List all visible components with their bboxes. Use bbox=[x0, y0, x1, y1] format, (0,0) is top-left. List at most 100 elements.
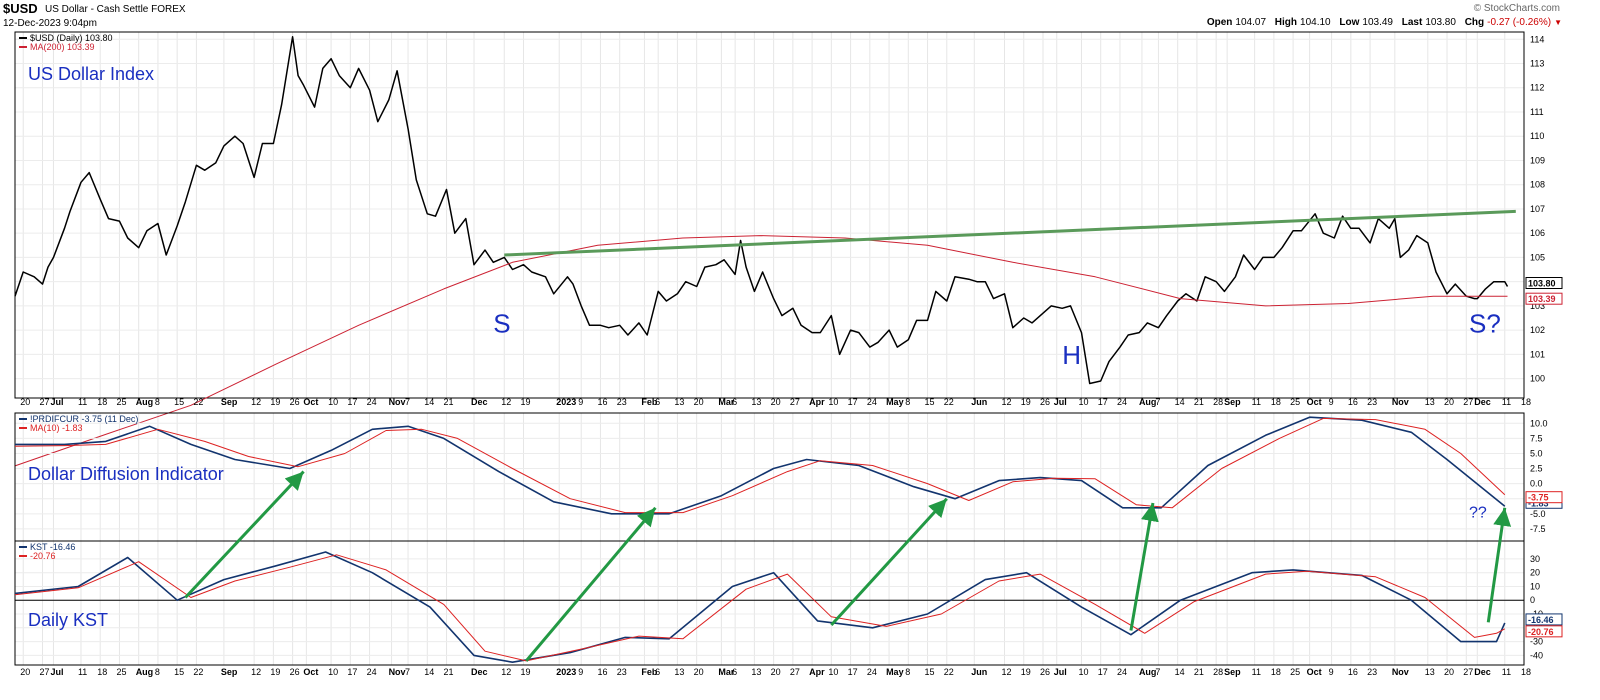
x-tick-label: 6 bbox=[732, 397, 737, 407]
chart-header: $USD US Dollar - Cash Settle FOREX 12-De… bbox=[0, 0, 1600, 32]
x-tick-label: 17 bbox=[1098, 397, 1108, 407]
x-tick-label: 24 bbox=[1117, 397, 1127, 407]
vertical-grid bbox=[22, 32, 1525, 665]
y-tick-label: 109 bbox=[1530, 155, 1545, 165]
x-tick-label: 12 bbox=[1002, 667, 1012, 677]
x-tick-label: 20 bbox=[1444, 667, 1454, 677]
x-tick-label: Feb bbox=[641, 397, 658, 407]
x-tick-label: 10 bbox=[1078, 667, 1088, 677]
x-tick-label: Dec bbox=[471, 667, 488, 677]
x-tick-label: 16 bbox=[1348, 397, 1358, 407]
last-value-box bbox=[1525, 277, 1563, 290]
x-tick-label: 25 bbox=[116, 397, 126, 407]
x-tick-label: 19 bbox=[1021, 397, 1031, 407]
series-line bbox=[14, 554, 1506, 662]
x-tick-label: 10 bbox=[328, 397, 338, 407]
x-tick-label: 9 bbox=[1329, 667, 1334, 677]
x-tick-label: 20 bbox=[694, 667, 704, 677]
x-tick-label: 27 bbox=[1463, 667, 1473, 677]
panel-annotation: US Dollar Index bbox=[28, 64, 154, 84]
x-tick-label: 19 bbox=[270, 667, 280, 677]
x-tick-label: 23 bbox=[1367, 667, 1377, 677]
pattern-label: S? bbox=[1469, 309, 1501, 339]
x-tick-label: 12 bbox=[501, 397, 511, 407]
last-value-box bbox=[1525, 625, 1563, 638]
x-tick-label: 20 bbox=[771, 667, 781, 677]
last-value-box bbox=[1525, 292, 1563, 305]
x-tick-label: 18 bbox=[1271, 397, 1281, 407]
x-tick-label: 11 bbox=[78, 667, 87, 677]
y-tick-label: -30 bbox=[1530, 637, 1543, 647]
x-tick-label: Jul bbox=[50, 397, 63, 407]
x-tick-label: Oct bbox=[1307, 667, 1322, 677]
series-line bbox=[15, 416, 1506, 515]
x-tick-label: 25 bbox=[116, 667, 126, 677]
x-tick-label: 18 bbox=[1521, 397, 1531, 407]
last-value-label: -1.83 bbox=[1528, 498, 1549, 508]
x-tick-label: Sep bbox=[1224, 397, 1241, 407]
x-tick-label: 15 bbox=[925, 667, 935, 677]
x-tick-label: 10 bbox=[828, 397, 838, 407]
low-value: 103.49 bbox=[1362, 17, 1393, 28]
last-value-label: -20.76 bbox=[1528, 627, 1554, 637]
y-tick-label: 20 bbox=[1530, 568, 1540, 578]
y-tick-label: 100 bbox=[1530, 374, 1545, 384]
y-tick-label: 103 bbox=[1530, 301, 1545, 311]
x-tick-label: 24 bbox=[867, 397, 877, 407]
last-value-box bbox=[1525, 491, 1563, 504]
x-tick-label: Dec bbox=[1474, 667, 1491, 677]
legend-entry: -20.76 bbox=[30, 551, 56, 561]
x-tick-label: 15 bbox=[174, 397, 184, 407]
x-tick-label: 27 bbox=[39, 667, 49, 677]
x-axis-labels-lower: 20 27 Jul 11 18 25 Aug 8 15 22 Sep 12 19 26 Oct 10 17 24 N… bbox=[20, 667, 1531, 677]
x-tick-label: 18 bbox=[1271, 667, 1281, 677]
x-tick-label: 17 bbox=[1098, 667, 1108, 677]
y-tick-label: -5.0 bbox=[1530, 509, 1546, 519]
x-tick-label: Jul bbox=[1054, 397, 1067, 407]
x-tick-label: 2023 bbox=[556, 397, 576, 407]
x-tick-label: Sep bbox=[1224, 667, 1241, 677]
x-tick-label: 16 bbox=[597, 667, 607, 677]
x-tick-label: Aug bbox=[1139, 667, 1157, 677]
green-arrow bbox=[525, 506, 657, 662]
x-tick-label: 20 bbox=[694, 397, 704, 407]
x-tick-label: 19 bbox=[520, 667, 530, 677]
x-tick-label: 19 bbox=[270, 397, 280, 407]
x-tick-label: 2023 bbox=[556, 667, 576, 677]
last-value-label: 103.80 bbox=[1528, 279, 1556, 289]
x-tick-label: Nov bbox=[1392, 667, 1409, 677]
x-tick-label: 20 bbox=[1444, 397, 1454, 407]
x-tick-label: 11 bbox=[1252, 397, 1261, 407]
green-arrow bbox=[1486, 507, 1512, 623]
panel-price: 1001011021031041051061071081091101111121… bbox=[14, 31, 1563, 467]
x-tick-label: 7 bbox=[1155, 397, 1160, 407]
pattern-label: S bbox=[493, 309, 510, 339]
x-tick-label: 6 bbox=[732, 667, 737, 677]
x-tick-label: 28 bbox=[1213, 397, 1223, 407]
x-tick-label: Nov bbox=[1392, 397, 1409, 407]
x-tick-label: 19 bbox=[1021, 667, 1031, 677]
x-tick-label: Jul bbox=[50, 667, 63, 677]
x-tick-label: 15 bbox=[925, 397, 935, 407]
y-tick-label: 0.0 bbox=[1530, 479, 1543, 489]
x-tick-label: 8 bbox=[155, 397, 160, 407]
chg-value: -0.27 (-0.26%) bbox=[1487, 17, 1552, 28]
x-tick-label: Oct bbox=[1307, 397, 1322, 407]
x-tick-label: 9 bbox=[578, 397, 583, 407]
legend-entry: $USD (Daily) 103.80 bbox=[30, 33, 113, 43]
legend-entry: MA(200) 103.39 bbox=[30, 42, 95, 52]
series-line bbox=[14, 417, 1506, 514]
x-tick-label: 6 bbox=[655, 397, 660, 407]
y-tick-label: 102 bbox=[1530, 325, 1545, 335]
x-tick-label: 11 bbox=[78, 397, 87, 407]
last-value-label: -3.75 bbox=[1528, 493, 1549, 503]
x-tick-label: 10 bbox=[828, 667, 838, 677]
x-tick-label: 7 bbox=[405, 667, 410, 677]
green-arrow bbox=[1129, 502, 1159, 631]
x-tick-label: 17 bbox=[347, 397, 357, 407]
y-tick-label: 10 bbox=[1530, 581, 1540, 591]
watermark: © StockCharts.com bbox=[1473, 3, 1560, 14]
x-tick-label: 13 bbox=[674, 667, 684, 677]
x-tick-label: May bbox=[886, 667, 904, 677]
y-tick-label: 105 bbox=[1530, 252, 1545, 262]
